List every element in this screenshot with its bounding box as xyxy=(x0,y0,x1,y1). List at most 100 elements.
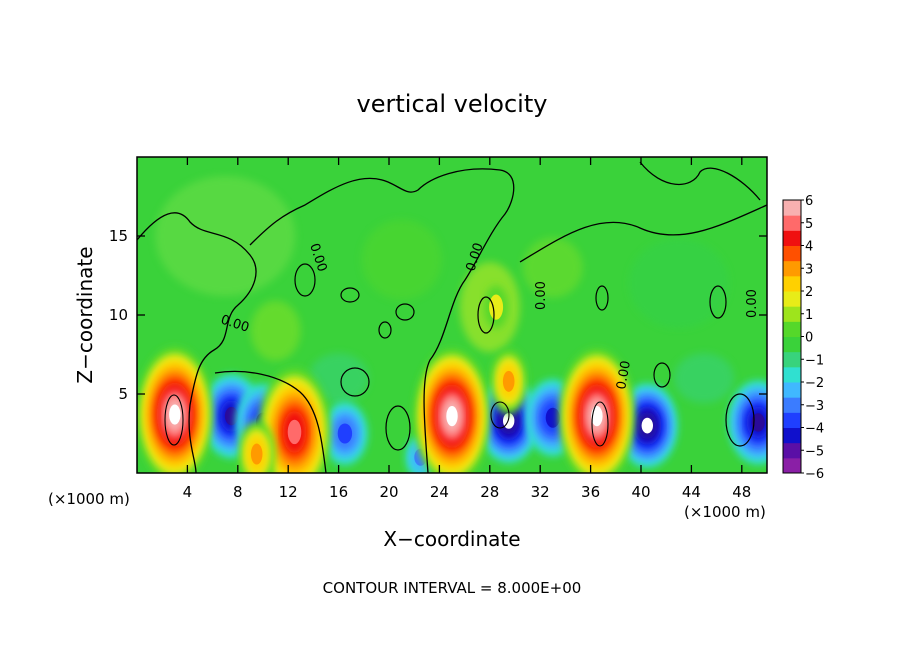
colorbar-swatch xyxy=(783,442,801,459)
zero-contour-core-3 xyxy=(591,401,609,447)
y-tick-label: 10 xyxy=(109,306,128,324)
colorbar-tick-label: −5 xyxy=(805,444,824,459)
updraft-level xyxy=(489,294,504,320)
x-tick-label: 4 xyxy=(183,483,193,501)
downdraft-level xyxy=(751,413,765,432)
colorbar-tick-label: 1 xyxy=(805,308,813,323)
contour-label: 0.00 xyxy=(614,360,634,391)
chart-title: vertical velocity xyxy=(357,90,548,118)
zero-contour-cell-1 xyxy=(294,263,316,297)
field-patch xyxy=(155,176,296,296)
downdraft-level xyxy=(545,407,560,428)
updraft-cell xyxy=(258,367,331,473)
downdraft-cell xyxy=(728,380,767,465)
updraft-level xyxy=(446,406,458,427)
zero-contour-cell-8 xyxy=(340,367,370,397)
zero-contours xyxy=(137,161,767,473)
colorbar-tick-label: 0 xyxy=(805,331,813,346)
colorbar-swatch xyxy=(783,321,801,337)
colorbar-swatch xyxy=(783,200,801,216)
contour-label: 0.00 xyxy=(745,289,760,318)
updraft-cell xyxy=(414,348,490,473)
colorbar-tick-label: −3 xyxy=(805,399,824,414)
colorbar-swatch xyxy=(783,336,801,353)
updraft-cell xyxy=(137,346,213,473)
zero-contour-top xyxy=(639,161,761,201)
updraft-level xyxy=(169,404,181,425)
colorbar-swatch xyxy=(783,230,801,246)
colorbar: 6 5 4 3 2 1 0 −1 −2 −3 −4 −5 −6 xyxy=(782,194,824,482)
field-patch xyxy=(361,219,442,300)
downdraft-level xyxy=(641,417,653,434)
contour-label: 0.00 xyxy=(534,281,549,310)
colorbar-swatch xyxy=(783,427,801,444)
zero-contour-right xyxy=(519,204,767,263)
zero-contour-cell-6 xyxy=(595,285,609,311)
y-tick-label: 15 xyxy=(109,227,128,245)
y-axis-label: Z−coordinate xyxy=(73,246,97,383)
downdraft-level xyxy=(337,423,353,444)
colorbar-swatch xyxy=(783,215,801,231)
x-tick-label: 16 xyxy=(329,483,348,501)
zero-contour-upper xyxy=(137,212,257,473)
updraft-level xyxy=(250,443,263,465)
colorbar-tick-label: 2 xyxy=(805,285,813,300)
field-patch xyxy=(674,353,734,404)
x-tick-label: 20 xyxy=(379,483,398,501)
colorbar-tick-label: −1 xyxy=(805,353,824,368)
zero-contour-mid xyxy=(249,168,515,473)
colorbar-tick-label: 5 xyxy=(805,217,813,232)
velocity-field xyxy=(137,176,767,473)
zero-contour-lower xyxy=(214,370,327,473)
updraft-cell xyxy=(558,348,635,473)
updraft-level xyxy=(502,370,515,392)
colorbar-tick-label: 3 xyxy=(805,262,813,277)
zero-contour-cell-11 xyxy=(725,393,755,447)
updraft-cell xyxy=(484,285,509,329)
colorbar-tick-label: −2 xyxy=(805,376,824,391)
field-patch xyxy=(250,300,301,361)
colorbar-swatch xyxy=(783,275,801,292)
x-axis: 4 8 12 16 20 24 28 32 36 40 44 48 xyxy=(183,157,751,501)
x-tick-label: 40 xyxy=(631,483,650,501)
colorbar-tick-label: 6 xyxy=(805,194,813,209)
colorbar-tick-label: −6 xyxy=(805,467,824,482)
updraft-cell xyxy=(238,421,276,473)
field-patch xyxy=(628,238,729,329)
x-units-left: (×1000 m) xyxy=(48,490,130,508)
x-tick-label: 12 xyxy=(279,483,298,501)
x-tick-label: 44 xyxy=(682,483,701,501)
updraft-cell xyxy=(490,348,528,415)
plot-area: 0.00 0.00 0.00 0.00 0.00 0.00 xyxy=(136,156,768,474)
colorbar-tick-label: −4 xyxy=(805,422,824,437)
contour-interval-note: CONTOUR INTERVAL = 8.000E+00 xyxy=(323,579,582,597)
x-units-right: (×1000 m) xyxy=(684,503,766,521)
x-tick-label: 28 xyxy=(480,483,499,501)
zero-contour-cell-3 xyxy=(395,303,415,321)
zero-contour-cell-2 xyxy=(340,287,360,303)
colorbar-swatch xyxy=(783,245,801,262)
colorbar-swatch xyxy=(783,291,801,307)
field-patch xyxy=(522,237,583,298)
colorbar-swatch xyxy=(783,382,801,398)
colorbar-swatch xyxy=(783,306,801,322)
x-tick-label: 48 xyxy=(732,483,751,501)
y-axis: 5 10 15 xyxy=(109,227,767,403)
colorbar-swatch xyxy=(783,457,801,474)
updraft-level xyxy=(287,419,302,445)
zero-contour-cell-10 xyxy=(653,362,671,388)
x-axis-label: X−coordinate xyxy=(383,527,520,551)
colorbar-swatch xyxy=(783,260,801,277)
downdraft-cell xyxy=(322,402,368,465)
zero-contour-cell-4 xyxy=(477,296,495,334)
colorbar-swatch xyxy=(783,366,801,383)
x-tick-label: 32 xyxy=(531,483,550,501)
x-tick-label: 36 xyxy=(581,483,600,501)
x-tick-label: 24 xyxy=(430,483,449,501)
x-tick-label: 8 xyxy=(233,483,243,501)
colorbar-tick-label: 4 xyxy=(805,240,813,255)
field-patch xyxy=(308,353,369,404)
zero-contour-cell-5 xyxy=(378,321,392,339)
zero-contour-cell-7 xyxy=(709,285,727,319)
